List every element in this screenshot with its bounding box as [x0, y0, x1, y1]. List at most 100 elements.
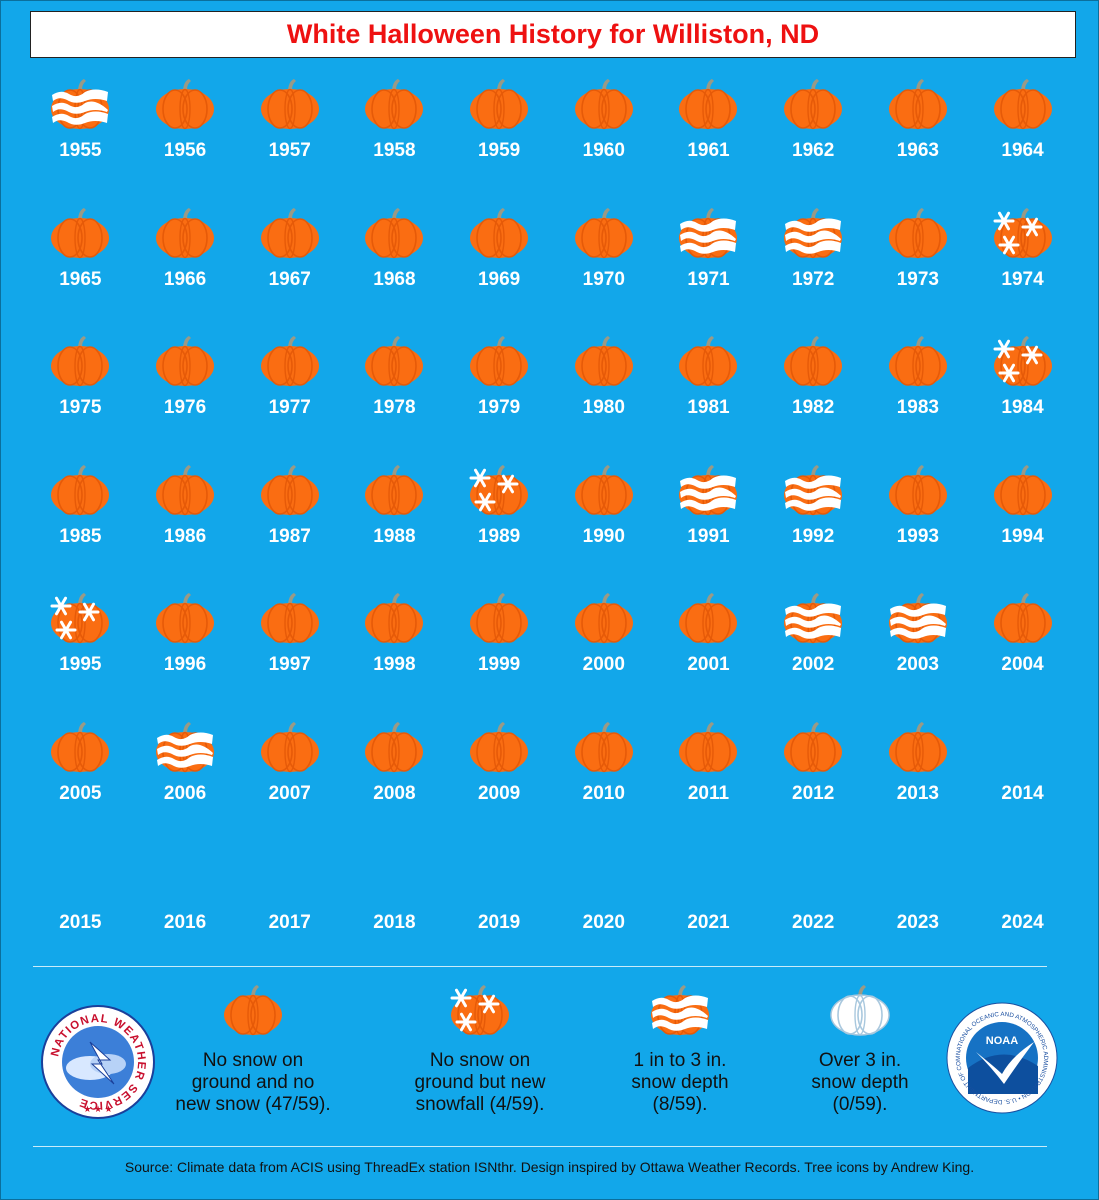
legend-item: 1 in to 3 in. snow depth (8/59). — [598, 984, 762, 1116]
year-label: 1984 — [1001, 397, 1044, 419]
year-row: 1965 1966 1967 1968 1969 1970 1971 1972 1973 1974 — [28, 207, 1078, 336]
year-label: 1994 — [1001, 525, 1044, 547]
pumpkin-icon — [363, 335, 425, 387]
year-row: 1955 1956 1957 1958 1959 1960 1961 1962 1963 1964 — [28, 78, 1078, 207]
legend-text: No snow on ground and no new snow (47/59… — [175, 1050, 331, 1115]
year-cell: 1960 — [551, 78, 656, 207]
year-label: 1969 — [477, 268, 521, 290]
empty-slot — [887, 850, 949, 902]
year-label: 2012 — [792, 782, 835, 804]
pumpkin-icon — [158, 984, 348, 1038]
pumpkin-icon — [782, 721, 844, 773]
year-label: 2017 — [268, 911, 311, 933]
year-cell: 2023 — [866, 850, 971, 979]
year-label: 2006 — [163, 782, 207, 804]
year-label: 1999 — [477, 654, 521, 676]
pumpkin-icon — [677, 78, 739, 130]
year-cell: 2005 — [28, 721, 133, 850]
year-cell: 1989 — [447, 464, 552, 593]
pumpkin-icon — [677, 592, 739, 644]
year-label: 1998 — [373, 654, 416, 676]
pumpkin-icon — [363, 464, 425, 516]
year-cell: 1969 — [447, 207, 552, 336]
year-label: 1963 — [896, 140, 939, 161]
year-row: 2015 2016 2017 2018 2019 2020 2021 2022 2023 2024 — [28, 850, 1078, 979]
year-cell: 1966 — [133, 207, 238, 336]
pumpkin-icon — [154, 464, 216, 516]
pumpkin-icon — [887, 464, 949, 516]
snowflake-pumpkin-icon — [992, 335, 1054, 387]
year-cell: 1961 — [656, 78, 761, 207]
legend-text: Over 3 in. snow depth (0/59). — [811, 1050, 909, 1115]
year-label: 1992 — [792, 525, 835, 547]
pumpkin-icon — [363, 78, 425, 130]
year-label: 1977 — [268, 397, 311, 419]
year-cell: 2020 — [551, 850, 656, 979]
pumpkin-icon — [259, 207, 321, 259]
year-cell: 2006 — [133, 721, 238, 850]
pumpkin-icon — [573, 78, 635, 130]
snowy-pumpkin-icon — [154, 721, 216, 773]
snowy-pumpkin-icon — [677, 464, 739, 516]
year-label: 1978 — [373, 397, 416, 419]
year-cell: 1975 — [28, 335, 133, 464]
year-label: 1991 — [687, 525, 730, 547]
year-cell: 2016 — [133, 850, 238, 979]
year-label: 1987 — [268, 525, 311, 547]
white-pumpkin-icon — [788, 984, 932, 1038]
empty-slot — [468, 850, 530, 902]
noaa-logo: NOAA NATIONAL OCEANIC AND ATMOSPHERIC AD… — [943, 997, 1058, 1119]
year-cell: 1956 — [133, 78, 238, 207]
year-cell: 2013 — [866, 721, 971, 850]
year-label: 1957 — [268, 140, 311, 161]
year-label: 2003 — [896, 654, 939, 676]
year-label: 2022 — [792, 911, 835, 933]
pumpkin-icon — [49, 335, 111, 387]
title-banner: White Halloween History for Williston, N… — [30, 11, 1076, 58]
pumpkin-icon — [677, 335, 739, 387]
year-cell: 1995 — [28, 592, 133, 721]
empty-slot — [992, 850, 1054, 902]
year-cell: 1976 — [133, 335, 238, 464]
pumpkin-icon — [887, 78, 949, 130]
year-cell: 1958 — [342, 78, 447, 207]
year-cell: 1981 — [656, 335, 761, 464]
year-cell: 1978 — [342, 335, 447, 464]
year-cell: 2002 — [761, 592, 866, 721]
pumpkin-icon — [468, 78, 530, 130]
year-cell: 1972 — [761, 207, 866, 336]
snowy-pumpkin-icon — [598, 984, 762, 1038]
year-label: 1979 — [477, 397, 521, 419]
year-label: 1995 — [59, 654, 102, 676]
year-cell: 1997 — [237, 592, 342, 721]
pumpkin-icon — [992, 464, 1054, 516]
pumpkin-icon — [363, 721, 425, 773]
pumpkin-icon — [49, 464, 111, 516]
pumpkin-icon — [154, 207, 216, 259]
year-label: 1974 — [1001, 268, 1044, 290]
pumpkin-icon — [468, 721, 530, 773]
pumpkin-icon — [154, 592, 216, 644]
year-grid: 1955 1956 1957 1958 1959 1960 1961 1962 1963 1964… — [28, 78, 1078, 978]
year-label: 2018 — [373, 911, 416, 933]
year-cell: 2008 — [342, 721, 447, 850]
year-cell: 2024 — [970, 850, 1075, 979]
year-label: 1982 — [792, 397, 835, 419]
pumpkin-icon — [259, 592, 321, 644]
year-label: 2010 — [582, 782, 625, 804]
year-cell: 1967 — [237, 207, 342, 336]
legend-text: No snow on ground but new snowfall (4/59… — [414, 1050, 546, 1115]
year-cell: 1957 — [237, 78, 342, 207]
year-cell: 2004 — [970, 592, 1075, 721]
year-cell: 1955 — [28, 78, 133, 207]
year-label: 2016 — [163, 911, 207, 933]
noaa-logo-label: NOAA — [986, 1035, 1018, 1047]
noaa-seal-icon: NOAA NATIONAL OCEANIC AND ATMOSPHERIC AD… — [943, 997, 1058, 1114]
pumpkin-icon — [49, 721, 111, 773]
year-label: 1986 — [163, 525, 207, 547]
year-label: 1976 — [163, 397, 207, 419]
year-label: 1973 — [896, 268, 939, 290]
year-label: 2005 — [59, 782, 102, 804]
year-cell: 2001 — [656, 592, 761, 721]
page-title: White Halloween History for Williston, N… — [286, 19, 820, 49]
